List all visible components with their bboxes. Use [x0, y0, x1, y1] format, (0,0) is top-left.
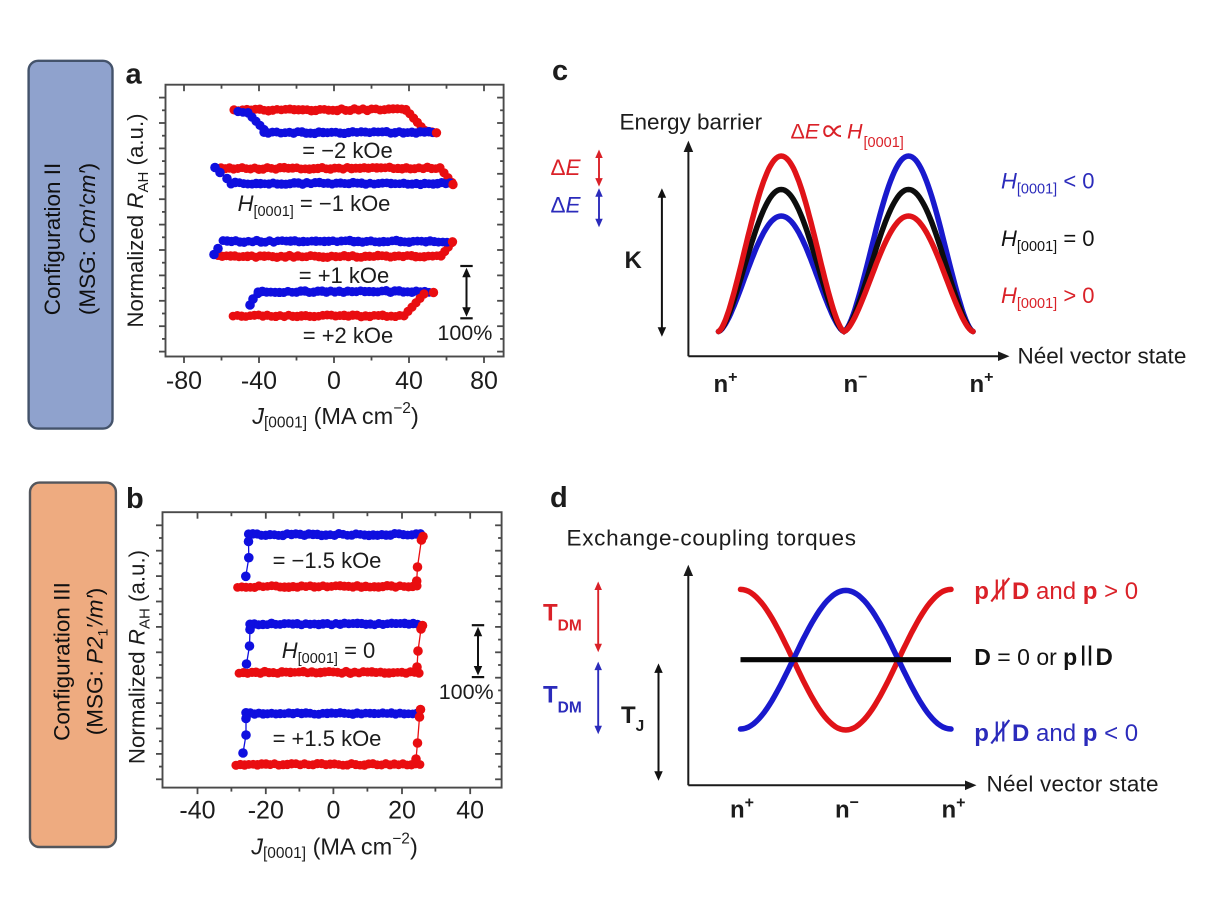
svg-text:100%: 100% — [437, 321, 492, 345]
svg-text:40: 40 — [395, 367, 423, 395]
svg-text:n+: n+ — [970, 369, 994, 398]
svg-text:ΔE: ΔE — [551, 193, 582, 218]
svg-text:n+: n+ — [730, 795, 754, 824]
svg-text:n+: n+ — [942, 795, 966, 824]
svg-text:K: K — [625, 247, 643, 274]
svg-text:n+: n+ — [714, 369, 738, 398]
svg-text:= −1.5 kOe: = −1.5 kOe — [273, 548, 382, 573]
svg-text:TDM: TDM — [543, 600, 582, 635]
svg-text:H[0001] < 0: H[0001] < 0 — [1001, 169, 1095, 198]
svg-text:-40: -40 — [179, 797, 215, 825]
svg-text:b: b — [126, 483, 144, 515]
svg-text:ΔE: ΔE — [551, 155, 582, 180]
svg-text:Néel vector state: Néel vector state — [1018, 344, 1187, 369]
svg-text:20: 20 — [388, 797, 416, 825]
svg-text:= +1.5 kOe: = +1.5 kOe — [273, 726, 382, 751]
svg-text:J[0001] (MA cm−2): J[0001] (MA cm−2) — [251, 400, 419, 432]
svg-text:p: p — [974, 720, 989, 747]
svg-text:-20: -20 — [248, 797, 284, 825]
svg-text:-40: -40 — [241, 367, 277, 395]
svg-text:0: 0 — [326, 797, 340, 825]
svg-text:D and p > 0: D and p > 0 — [1012, 578, 1138, 605]
svg-text:80: 80 — [470, 367, 498, 395]
svg-text:= +2 kOe: = +2 kOe — [303, 323, 394, 348]
svg-text:H[0001] = 0: H[0001] = 0 — [282, 638, 376, 667]
svg-text:Configuration II: Configuration II — [40, 163, 65, 316]
svg-text:a: a — [126, 59, 143, 91]
svg-text:H[0001] > 0: H[0001] > 0 — [1001, 283, 1095, 312]
svg-text:n−: n− — [844, 369, 868, 398]
svg-text:D and p < 0: D and p < 0 — [1012, 720, 1138, 747]
svg-text:D: D — [1096, 644, 1113, 671]
svg-text:(MSG: Cm′cm′): (MSG: Cm′cm′) — [75, 163, 100, 315]
svg-text:n−: n− — [835, 795, 859, 824]
svg-text:= +1 kOe: = +1 kOe — [299, 263, 390, 288]
svg-text:= −2 kOe: = −2 kOe — [302, 138, 393, 163]
svg-text:H[0001] = 0: H[0001] = 0 — [1001, 226, 1095, 255]
svg-text:100%: 100% — [439, 680, 494, 704]
svg-text:ΔE: ΔE — [791, 120, 820, 144]
svg-text:Energy barrier: Energy barrier — [620, 110, 763, 135]
svg-text:40: 40 — [456, 797, 484, 825]
svg-text:(MSG: P21′/m′): (MSG: P21′/m′) — [83, 588, 111, 736]
svg-text:TDM: TDM — [543, 682, 582, 717]
svg-text:-80: -80 — [166, 367, 202, 395]
svg-text:Exchange-coupling torques: Exchange-coupling torques — [567, 526, 857, 551]
svg-text:d: d — [550, 482, 568, 514]
svg-text:Normalized RAH (a.u.): Normalized RAH (a.u.) — [125, 550, 154, 764]
svg-text:[0001]: [0001] — [864, 135, 904, 151]
svg-text:c: c — [552, 55, 568, 87]
svg-text:J[0001] (MA cm−2): J[0001] (MA cm−2) — [250, 831, 418, 863]
svg-text:Normalized RAH (a.u.): Normalized RAH (a.u.) — [123, 113, 152, 327]
svg-text:D = 0 or p: D = 0 or p — [974, 644, 1077, 670]
svg-text:p: p — [974, 578, 989, 605]
svg-text:TJ: TJ — [621, 702, 644, 735]
svg-text:H: H — [847, 120, 863, 144]
svg-text:0: 0 — [327, 367, 341, 395]
svg-text:Configuration III: Configuration III — [50, 582, 75, 741]
svg-text:H[0001] = −1 kOe: H[0001] = −1 kOe — [238, 191, 391, 220]
svg-text:Néel vector state: Néel vector state — [987, 772, 1159, 797]
